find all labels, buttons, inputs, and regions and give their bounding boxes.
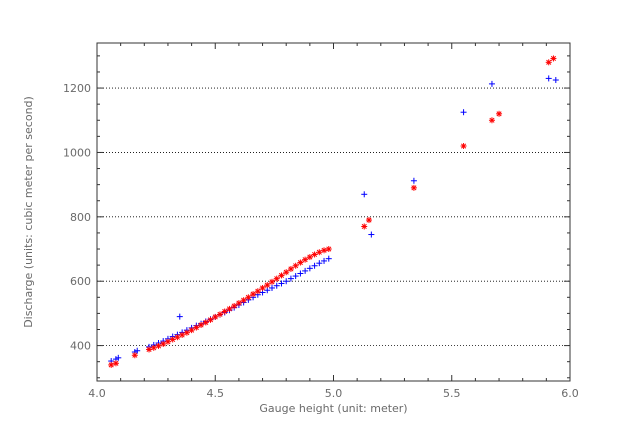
data-point [115, 354, 122, 361]
data-point [361, 223, 368, 230]
data-point [292, 262, 299, 269]
data-point [188, 327, 195, 334]
data-point [198, 321, 205, 328]
data-point [488, 80, 495, 87]
data-point [155, 342, 162, 349]
data-point [460, 109, 467, 116]
y-tick-label: 400 [70, 340, 91, 353]
data-point [212, 313, 219, 320]
data-point [460, 143, 467, 150]
data-point [321, 247, 328, 254]
data-point [302, 267, 309, 274]
y-tick-label: 1200 [63, 82, 91, 95]
y-axis-title: Discharge (units: cubic meter per second… [22, 96, 35, 328]
data-point [216, 311, 223, 318]
data-point [112, 360, 119, 367]
data-point [297, 270, 304, 277]
data-point [254, 288, 261, 295]
data-point [287, 265, 294, 272]
data-point [235, 300, 242, 307]
plot-frame [96, 42, 571, 382]
data-point [552, 77, 559, 84]
data-point [278, 280, 285, 287]
data-point [545, 59, 552, 66]
data-point [410, 177, 417, 184]
data-point [306, 265, 313, 272]
data-point [146, 346, 153, 353]
data-point [306, 254, 313, 261]
data-point [202, 319, 209, 326]
y-tick-label: 800 [70, 211, 91, 224]
data-point [278, 272, 285, 279]
data-point [292, 273, 299, 280]
data-point [176, 313, 183, 320]
data-point [325, 246, 332, 253]
data-point [250, 291, 257, 298]
x-tick-label: 4.5 [207, 387, 225, 400]
data-point [183, 329, 190, 336]
data-point [283, 269, 290, 276]
data-point [410, 184, 417, 191]
data-point [283, 278, 290, 285]
y-axis: 400 600 800 1000 1200 [63, 55, 570, 379]
data-point [174, 334, 181, 341]
data-point [240, 297, 247, 304]
x-axis: 4.0 4.5 5.0 5.5 6.0 [88, 43, 579, 400]
data-point [316, 260, 323, 267]
x-tick-label: 6.0 [561, 387, 579, 400]
data-point [245, 294, 252, 301]
data-point [361, 191, 368, 198]
data-point [273, 275, 280, 282]
x-axis-title: Gauge height (unit: meter) [259, 402, 407, 415]
y-tick-label: 600 [70, 275, 91, 288]
data-point [321, 257, 328, 264]
data-point [179, 331, 186, 338]
data-point [164, 338, 171, 345]
data-point [269, 278, 276, 285]
data-point [160, 340, 167, 347]
data-point [325, 255, 332, 262]
data-point [311, 251, 318, 258]
data-point [302, 256, 309, 263]
data-point [545, 75, 552, 82]
data-point [368, 231, 375, 238]
data-point [488, 117, 495, 124]
data-point [207, 316, 214, 323]
data-point [496, 110, 503, 117]
x-tick-label: 4.0 [88, 387, 106, 400]
data-point [311, 262, 318, 269]
data-point [150, 344, 157, 351]
data-point [259, 284, 266, 291]
data-point [316, 249, 323, 256]
series-1 [108, 55, 557, 368]
grid-lines [97, 87, 570, 346]
data-point [221, 308, 228, 315]
data-point [131, 352, 138, 359]
data-point [365, 217, 372, 224]
data-point [287, 275, 294, 282]
data-point [169, 336, 176, 343]
data-point [269, 284, 276, 291]
y-tick-label: 1000 [63, 146, 91, 159]
data-point [297, 259, 304, 266]
x-tick-label: 5.0 [325, 387, 343, 400]
data-point [134, 347, 141, 354]
data-point [226, 305, 233, 312]
data-point [550, 55, 557, 62]
series-0 [108, 75, 559, 365]
data-point [108, 361, 115, 368]
data-point [193, 324, 200, 331]
data-point [264, 287, 271, 294]
data-point [273, 282, 280, 289]
data-points [108, 55, 559, 368]
data-point [231, 302, 238, 309]
data-point [264, 282, 271, 289]
x-tick-label: 5.5 [443, 387, 461, 400]
